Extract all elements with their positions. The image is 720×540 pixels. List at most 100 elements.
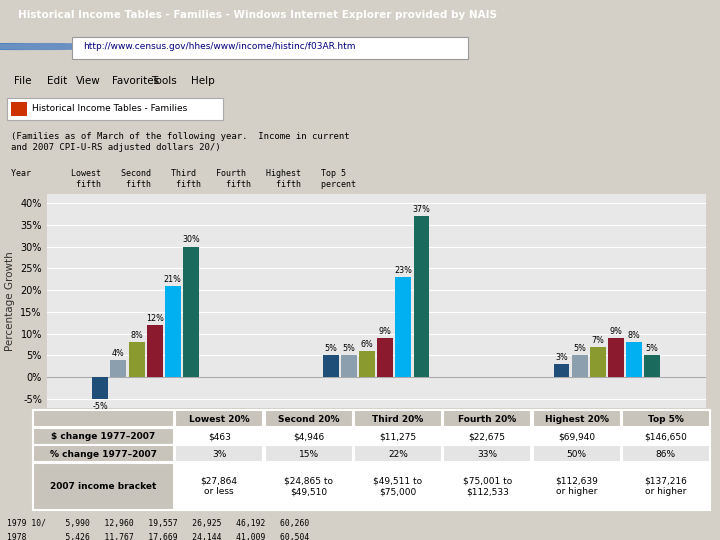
Text: -5%: -5% bbox=[92, 402, 108, 411]
Text: 1978        5,426   11,767   17,669   24,144   41,009   60,504: 1978 5,426 11,767 17,669 24,144 41,009 6… bbox=[7, 532, 310, 540]
FancyBboxPatch shape bbox=[444, 410, 531, 427]
Bar bbox=[165, 286, 181, 377]
Y-axis label: Percentage Growth: Percentage Growth bbox=[5, 251, 14, 351]
FancyBboxPatch shape bbox=[354, 463, 442, 510]
Text: File: File bbox=[14, 76, 32, 86]
Text: 9%: 9% bbox=[379, 327, 392, 336]
Text: $463: $463 bbox=[208, 432, 230, 441]
Text: 5%: 5% bbox=[646, 345, 659, 353]
FancyBboxPatch shape bbox=[444, 463, 531, 510]
FancyBboxPatch shape bbox=[444, 446, 531, 462]
Circle shape bbox=[0, 44, 104, 50]
FancyBboxPatch shape bbox=[264, 446, 353, 462]
Text: 7%: 7% bbox=[591, 335, 604, 345]
FancyBboxPatch shape bbox=[33, 410, 174, 427]
Bar bbox=[147, 325, 163, 377]
FancyBboxPatch shape bbox=[33, 428, 174, 445]
Text: Second 20%: Second 20% bbox=[278, 415, 339, 424]
Text: 12%: 12% bbox=[145, 314, 163, 323]
FancyBboxPatch shape bbox=[533, 463, 621, 510]
Circle shape bbox=[0, 44, 76, 50]
Bar bbox=[608, 338, 624, 377]
Bar bbox=[644, 355, 660, 377]
FancyBboxPatch shape bbox=[533, 428, 621, 445]
Text: $49,511 to
$75,000: $49,511 to $75,000 bbox=[373, 477, 423, 496]
Text: 86%: 86% bbox=[656, 450, 676, 458]
Bar bbox=[110, 360, 127, 377]
Text: $112,639
or higher: $112,639 or higher bbox=[555, 477, 598, 496]
Text: $ change 1977–2007: $ change 1977–2007 bbox=[51, 432, 156, 441]
FancyBboxPatch shape bbox=[622, 446, 710, 462]
Bar bbox=[323, 355, 339, 377]
Text: 1979 10/    5,990   12,960   19,557   26,925   46,192   60,260: 1979 10/ 5,990 12,960 19,557 26,925 46,1… bbox=[7, 519, 310, 528]
Text: Edit: Edit bbox=[47, 76, 67, 86]
Text: 3%: 3% bbox=[212, 450, 226, 458]
Text: Lowest 20%: Lowest 20% bbox=[189, 415, 250, 424]
Bar bbox=[413, 216, 429, 377]
Text: 5%: 5% bbox=[573, 345, 586, 353]
Text: $22,675: $22,675 bbox=[469, 432, 505, 441]
Text: 37%: 37% bbox=[413, 205, 431, 214]
FancyBboxPatch shape bbox=[622, 428, 710, 445]
Text: Highest 20%: Highest 20% bbox=[544, 415, 608, 424]
Text: 30%: 30% bbox=[182, 235, 199, 245]
Text: View: View bbox=[76, 76, 100, 86]
Text: Historical Income Tables - Families: Historical Income Tables - Families bbox=[32, 104, 188, 113]
Text: 23%: 23% bbox=[395, 266, 413, 275]
Text: 4%: 4% bbox=[112, 349, 125, 357]
FancyBboxPatch shape bbox=[72, 37, 468, 59]
Text: Fourth 20%: Fourth 20% bbox=[458, 415, 516, 424]
Bar bbox=[626, 342, 642, 377]
Bar bbox=[92, 377, 108, 399]
Text: 15%: 15% bbox=[299, 450, 318, 458]
Text: $146,650: $146,650 bbox=[644, 432, 688, 441]
Bar bbox=[341, 355, 357, 377]
FancyBboxPatch shape bbox=[175, 463, 264, 510]
FancyBboxPatch shape bbox=[33, 446, 174, 462]
Text: 6%: 6% bbox=[361, 340, 374, 349]
Text: $24,865 to
$49,510: $24,865 to $49,510 bbox=[284, 477, 333, 496]
Text: 50%: 50% bbox=[567, 450, 587, 458]
FancyBboxPatch shape bbox=[533, 410, 621, 427]
FancyBboxPatch shape bbox=[264, 410, 353, 427]
FancyBboxPatch shape bbox=[354, 428, 442, 445]
Text: 3%: 3% bbox=[555, 353, 568, 362]
Text: 5%: 5% bbox=[325, 345, 338, 353]
Bar bbox=[11, 103, 27, 117]
FancyBboxPatch shape bbox=[354, 410, 442, 427]
Text: 21%: 21% bbox=[164, 275, 181, 284]
Bar bbox=[395, 277, 411, 377]
FancyBboxPatch shape bbox=[175, 410, 264, 427]
Text: 5%: 5% bbox=[343, 345, 356, 353]
Text: $137,216
or higher: $137,216 or higher bbox=[644, 477, 688, 496]
Text: Year        Lowest    Second    Third    Fourth    Highest    Top 5
            : Year Lowest Second Third Fourth Highest … bbox=[11, 169, 356, 188]
Text: $75,001 to
$112,533: $75,001 to $112,533 bbox=[462, 477, 512, 496]
Text: 9%: 9% bbox=[609, 327, 622, 336]
FancyBboxPatch shape bbox=[622, 410, 710, 427]
Text: 22%: 22% bbox=[388, 450, 408, 458]
Text: Tools: Tools bbox=[151, 76, 177, 86]
Text: 8%: 8% bbox=[628, 331, 640, 340]
Text: Help: Help bbox=[191, 76, 215, 86]
Bar bbox=[359, 351, 375, 377]
Text: % change 1977–2007: % change 1977–2007 bbox=[50, 450, 157, 458]
FancyBboxPatch shape bbox=[354, 446, 442, 462]
FancyBboxPatch shape bbox=[175, 428, 264, 445]
Text: Historical Income Tables - Families - Windows Internet Explorer provided by NAIS: Historical Income Tables - Families - Wi… bbox=[18, 10, 497, 20]
Text: Top 5%: Top 5% bbox=[648, 415, 684, 424]
FancyBboxPatch shape bbox=[264, 428, 353, 445]
Bar bbox=[377, 338, 393, 377]
Bar bbox=[590, 347, 606, 377]
Text: http://www.census.gov/hhes/www/income/histinc/f03AR.htm: http://www.census.gov/hhes/www/income/hi… bbox=[83, 42, 355, 51]
Text: $11,275: $11,275 bbox=[379, 432, 416, 441]
FancyBboxPatch shape bbox=[444, 428, 531, 445]
Bar bbox=[129, 342, 145, 377]
Text: $4,946: $4,946 bbox=[293, 432, 324, 441]
Text: 2007 income bracket: 2007 income bracket bbox=[50, 482, 157, 491]
Text: $69,940: $69,940 bbox=[558, 432, 595, 441]
Text: Favorites: Favorites bbox=[112, 76, 158, 86]
FancyBboxPatch shape bbox=[533, 446, 621, 462]
Text: 33%: 33% bbox=[477, 450, 498, 458]
Text: 8%: 8% bbox=[130, 331, 143, 340]
Bar bbox=[572, 355, 588, 377]
